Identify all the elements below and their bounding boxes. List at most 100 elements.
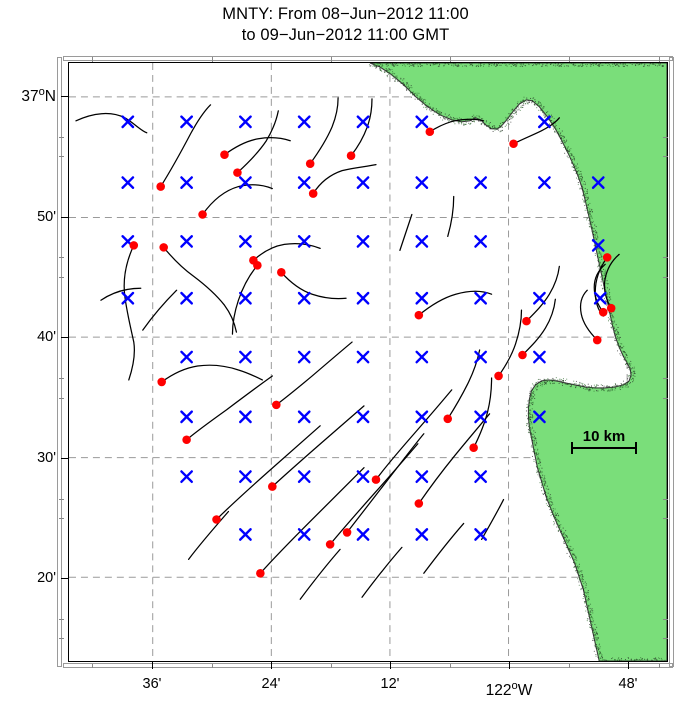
station-marker-x[interactable] [356,528,370,541]
drifter-start-dot[interactable] [256,569,265,578]
drifter-start-dot[interactable] [159,243,168,252]
drifter-start-dot[interactable] [522,316,531,326]
coast-dot [388,69,390,71]
drifter-start-dot[interactable] [592,335,602,345]
station-marker-x[interactable] [180,410,193,424]
drifter-start-dot[interactable] [371,475,381,484]
drifter-start-dot[interactable] [198,210,207,219]
station-marker-x[interactable] [415,291,429,305]
drifter-start-dot[interactable] [305,159,315,168]
coast-dot [527,429,529,431]
drifter-start-dot[interactable] [346,151,356,160]
drifter-start-dot[interactable] [157,377,166,387]
station-marker-x[interactable] [474,528,488,541]
station-marker-x[interactable] [415,350,429,364]
drifter-start-dot[interactable] [602,253,612,262]
station-marker-x[interactable] [356,410,370,424]
drifter-start-dot[interactable] [212,515,221,524]
drifter-start-dot[interactable] [494,371,503,381]
station-marker-x[interactable] [121,115,135,129]
map-plot-area[interactable] [68,62,668,662]
station-marker-x[interactable] [180,115,193,129]
station-marker-x[interactable] [239,291,252,305]
station-marker-x[interactable] [239,235,252,248]
station-marker-x[interactable] [415,410,429,424]
station-marker-x[interactable] [356,350,370,364]
coast-dot [553,127,555,129]
station-marker-x[interactable] [474,350,488,364]
station-marker-x[interactable] [474,470,488,483]
station-marker-x[interactable] [356,235,370,248]
station-marker-x[interactable] [239,470,252,483]
drifter-start-dot[interactable] [268,482,277,491]
station-marker-x[interactable] [533,350,546,364]
station-marker-x[interactable] [297,410,311,424]
drifter-start-dot[interactable] [425,127,435,137]
coast-dot [529,424,531,426]
station-marker-x[interactable] [239,350,252,364]
drifter-start-dot[interactable] [509,139,518,149]
station-marker-x[interactable] [415,115,429,129]
station-marker-x[interactable] [356,470,370,483]
station-marker-x[interactable] [593,291,607,305]
station-marker-x[interactable] [533,291,546,305]
station-marker-x[interactable] [474,410,488,424]
station-marker-x[interactable] [356,115,370,129]
station-marker-x[interactable] [297,528,311,541]
drifter-start-dot[interactable] [342,528,352,537]
station-marker-x[interactable] [591,239,605,252]
station-marker-x[interactable] [180,235,193,248]
drifter-start-dot[interactable] [220,150,229,159]
drifter-start-dot[interactable] [469,443,478,452]
station-marker-x[interactable] [297,291,311,305]
coast-dot [587,388,589,390]
x-stroke [180,291,193,305]
station-marker-x[interactable] [239,528,252,541]
drifter-start-dot[interactable] [253,261,262,270]
station-marker-x[interactable] [538,176,551,189]
station-marker-x[interactable] [474,235,488,248]
station-marker-x[interactable] [297,235,311,248]
station-marker-x[interactable] [239,115,252,129]
station-marker-x[interactable] [591,176,605,189]
station-marker-x[interactable] [180,350,193,364]
station-marker-x[interactable] [239,410,252,424]
drifter-start-dot[interactable] [272,400,281,410]
coast-dot [530,398,532,400]
station-marker-x[interactable] [180,470,193,483]
station-marker-x[interactable] [415,176,429,189]
station-marker-x[interactable] [121,291,135,305]
drifter-start-dot[interactable] [414,310,424,320]
drifter-start-dot[interactable] [129,241,139,250]
station-marker-x[interactable] [356,291,370,305]
drifter-start-dot[interactable] [277,268,286,277]
coast-dot [427,105,429,107]
station-marker-x[interactable] [538,115,551,129]
station-marker-x[interactable] [415,528,429,541]
drifter-start-dot[interactable] [156,182,165,191]
station-marker-x[interactable] [474,176,488,189]
coast-dot [393,80,396,82]
station-marker-x[interactable] [297,176,311,189]
drifter-start-dot[interactable] [182,435,191,445]
drifter-start-dot[interactable] [518,350,527,360]
drifter-start-dot[interactable] [606,303,616,313]
drifter-start-dot[interactable] [598,307,608,317]
station-marker-x[interactable] [356,176,370,189]
station-marker-x[interactable] [121,176,135,189]
station-marker-x[interactable] [239,176,252,189]
station-marker-x[interactable] [297,115,311,129]
station-marker-x[interactable] [180,291,193,305]
station-marker-x[interactable] [297,350,311,364]
station-marker-x[interactable] [415,470,429,483]
station-marker-x[interactable] [415,235,429,248]
drifter-start-dot[interactable] [308,189,318,198]
station-marker-x[interactable] [533,410,546,424]
drifter-start-dot[interactable] [414,499,424,508]
drifter-start-dot[interactable] [443,414,453,424]
drifter-start-dot[interactable] [325,540,335,549]
station-marker-x[interactable] [180,176,193,189]
station-marker-x[interactable] [297,470,311,483]
drifter-start-dot[interactable] [233,168,242,177]
station-marker-x[interactable] [474,291,488,305]
